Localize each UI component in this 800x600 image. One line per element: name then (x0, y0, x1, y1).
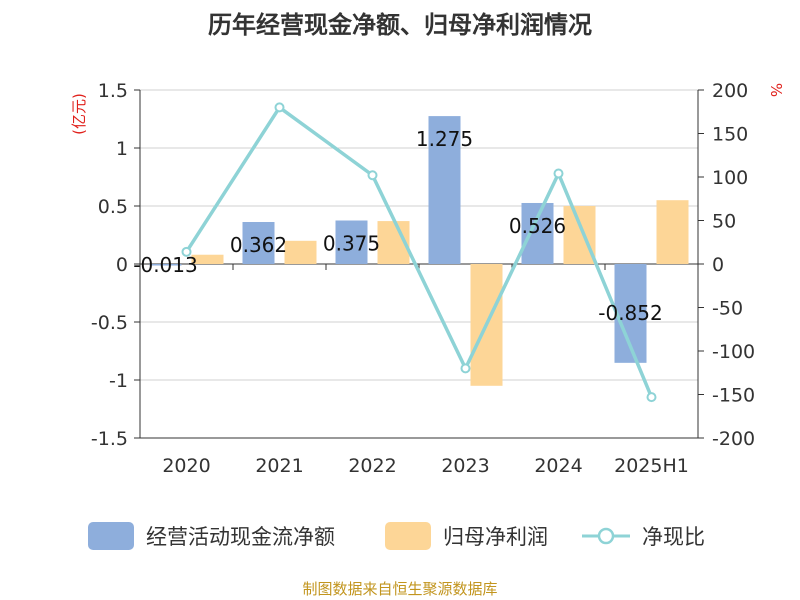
left-tick-label: 1.5 (98, 80, 128, 102)
ratio-point (646, 392, 657, 403)
legend: 经营活动现金流净额 归母净利润 净现比 (88, 522, 705, 550)
bar-cashflow (149, 264, 182, 266)
legend-label-netprofit: 归母净利润 (443, 525, 548, 549)
ratio-line (181, 102, 657, 403)
right-tick-label: -50 (712, 298, 743, 320)
right-tick-label: -100 (712, 341, 755, 363)
chart-title: 历年经营现金净额、归母净利润情况 (208, 11, 592, 39)
legend-swatch-netprofit (385, 522, 431, 550)
data-label: -0.852 (598, 301, 662, 325)
right-tick-label: -150 (712, 385, 755, 407)
ratio-point (553, 168, 564, 179)
category-label: 2020 (162, 455, 210, 477)
right-tick-label: 0 (712, 254, 724, 276)
ratio-point (181, 246, 192, 257)
category-label: 2021 (255, 455, 303, 477)
data-labels: -0.013 0.362 0.375 1.275 0.526 -0.852 (133, 127, 662, 325)
right-tick-label: -200 (712, 428, 755, 450)
legend-swatch-cashflow (88, 522, 134, 550)
left-tick-label: -0.5 (91, 312, 128, 334)
ratio-point (460, 363, 471, 374)
category-label: 2025H1 (614, 455, 689, 477)
data-label: 0.375 (323, 232, 380, 256)
bar-netprofit (563, 206, 596, 264)
legend-label-cashflow: 经营活动现金流净额 (146, 525, 335, 549)
source-note: 制图数据来自恒生聚源数据库 (302, 580, 497, 598)
right-axis-unit: % (767, 83, 785, 97)
left-tick-label: -1 (109, 370, 128, 392)
left-axis-unit: (亿元) (70, 93, 88, 135)
bar-netprofit (191, 254, 224, 264)
left-tick-label: -1.5 (91, 428, 128, 450)
right-tick-label: 200 (712, 80, 748, 102)
legend-swatch-ratio-marker (597, 527, 615, 545)
data-label: 1.275 (416, 127, 473, 151)
axes: -1.5 -1 -0.5 0 0.5 1 1.5 -200 -150 -100 -50 0 50 100 1… (70, 80, 785, 477)
ratio-point (367, 170, 378, 181)
category-label: 2022 (348, 455, 396, 477)
category-label: 2024 (534, 455, 582, 477)
data-label: 0.362 (230, 233, 287, 257)
bar-cashflow (335, 220, 368, 264)
right-tick-label: 150 (712, 124, 748, 146)
left-tick-label: 0 (116, 254, 128, 276)
right-tick-label: 100 (712, 167, 748, 189)
right-tick-label: 50 (712, 211, 736, 233)
bar-cashflow (428, 116, 461, 264)
bar-cashflow (242, 222, 275, 264)
bar-netprofit (656, 200, 689, 264)
left-tick-label: 1 (116, 138, 128, 160)
data-label: 0.526 (509, 214, 566, 238)
bar-cashflow (521, 202, 554, 264)
bar-netprofit (284, 240, 317, 264)
ratio-line-path (185, 105, 654, 398)
bars (149, 116, 689, 386)
category-label: 2023 (441, 455, 489, 477)
left-tick-label: 0.5 (98, 196, 128, 218)
legend-label-ratio: 净现比 (642, 525, 705, 549)
data-label: -0.013 (133, 253, 197, 277)
ratio-point (274, 102, 285, 113)
